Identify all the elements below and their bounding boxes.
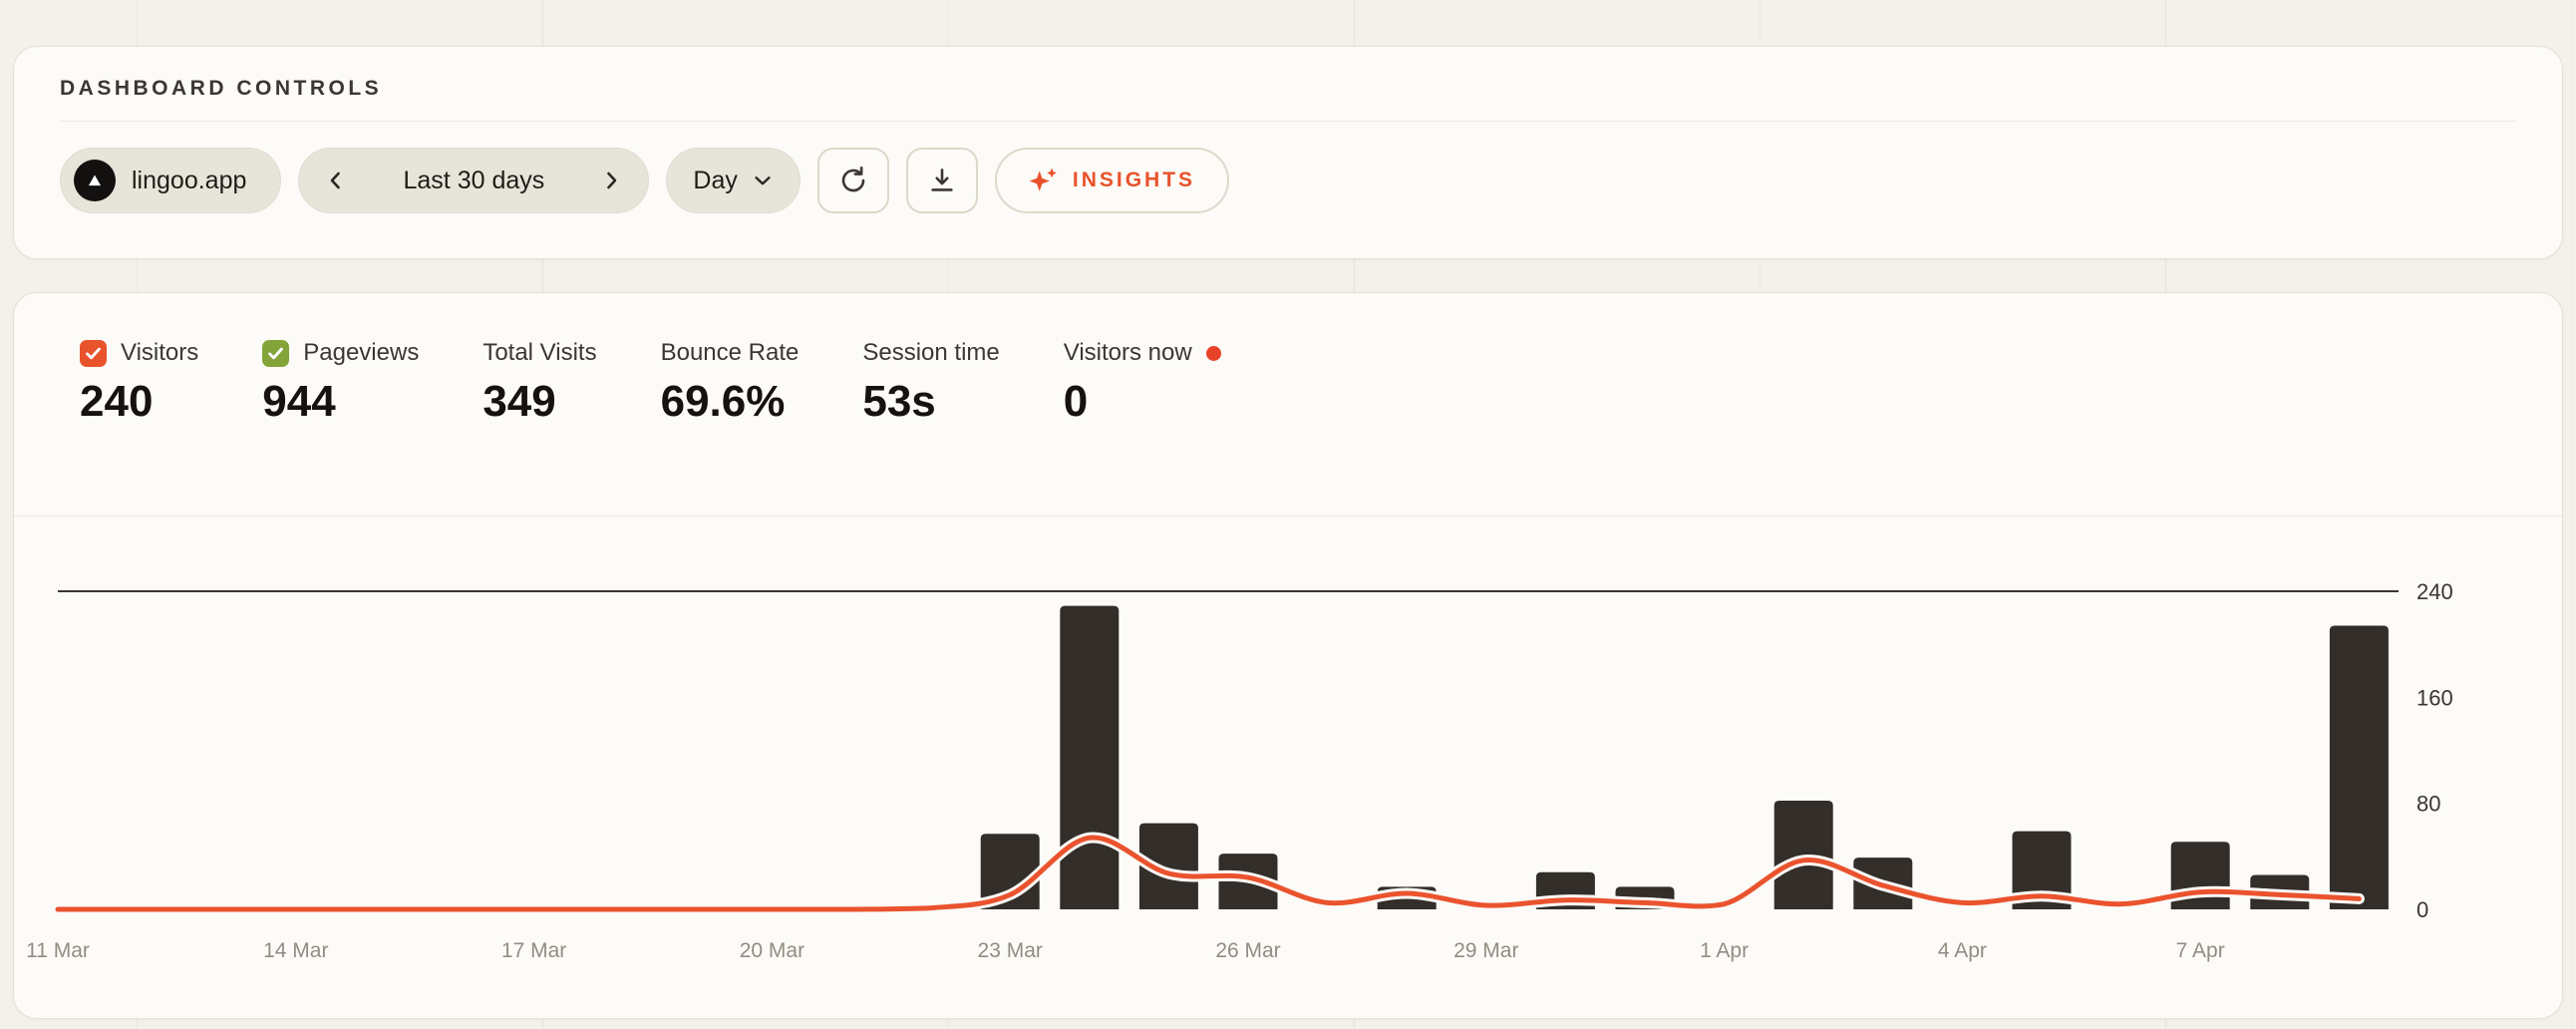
- x-axis-label: 29 Mar: [1453, 939, 1518, 962]
- live-indicator-dot: [1205, 345, 1221, 361]
- check-icon: [86, 347, 101, 359]
- x-axis-label: 1 Apr: [1700, 939, 1749, 962]
- x-axis-label: 20 Mar: [740, 939, 805, 962]
- stat-value-pageviews: 944: [262, 377, 336, 426]
- stat-label-visitors: Visitors: [121, 339, 199, 366]
- chart-bar[interactable]: [2012, 831, 2072, 909]
- sparkle-icon: [1029, 168, 1057, 191]
- site-selector-button[interactable]: lingoo.app: [60, 148, 282, 213]
- download-button[interactable]: [905, 148, 978, 213]
- download-icon: [931, 169, 953, 191]
- insights-label: INSIGHTS: [1072, 169, 1196, 191]
- stat-label-pageviews: Pageviews: [303, 339, 420, 366]
- chevron-left-icon: [331, 172, 341, 189]
- stat-label-total-visits: Total Visits: [483, 339, 597, 366]
- stat-visitors-now: Visitors now 0: [1064, 339, 1221, 427]
- site-name-label: lingoo.app: [132, 166, 247, 194]
- stat-session-time: Session time 53s: [862, 339, 999, 427]
- y-axis-label: 80: [2416, 792, 2440, 817]
- x-axis-label: 23 Mar: [978, 939, 1043, 962]
- x-axis-label: 4 Apr: [1938, 939, 1987, 962]
- stat-label-bounce-rate: Bounce Rate: [660, 339, 800, 366]
- dashboard-controls-title: DASHBOARD CONTROLS: [60, 77, 383, 100]
- stat-value-session-time: 53s: [862, 377, 936, 426]
- insights-button[interactable]: INSIGHTS: [994, 148, 1230, 213]
- y-axis-label: 0: [2416, 897, 2428, 922]
- site-logo-icon: [74, 160, 116, 201]
- dashboard-controls-card: DASHBOARD CONTROLS lingoo.app Last 30 da…: [13, 46, 2563, 259]
- controls-divider: [60, 121, 2516, 122]
- stats-row: Visitors 240 Pageviews 944 Total Visits …: [14, 293, 2562, 515]
- date-range-label: Last 30 days: [403, 166, 545, 194]
- stat-total-visits: Total Visits 349: [483, 339, 596, 427]
- previous-period-button[interactable]: [313, 148, 359, 213]
- visitors-line: [55, 835, 2362, 912]
- stat-label-visitors-now: Visitors now: [1063, 339, 1192, 366]
- traffic-chart-svg[interactable]: 240 160 80 0 11 Mar 14 Mar 17 Mar 20 Mar 23 Mar 2…: [14, 516, 2562, 1019]
- refresh-button[interactable]: [816, 148, 889, 213]
- analytics-card: Visitors 240 Pageviews 944 Total Visits …: [13, 292, 2563, 1019]
- chart-bar[interactable]: [1138, 823, 1198, 909]
- traffic-chart[interactable]: 240 160 80 0 11 Mar 14 Mar 17 Mar 20 Mar 23 Mar 2…: [14, 515, 2562, 1018]
- pageviews-checkbox[interactable]: [262, 339, 290, 367]
- stat-value-visitors: 240: [80, 377, 154, 426]
- date-range-picker: Last 30 days: [298, 148, 650, 213]
- stat-value-bounce-rate: 69.6%: [660, 377, 786, 426]
- stat-visitors: Visitors 240: [80, 339, 198, 427]
- refresh-icon: [841, 166, 865, 192]
- x-axis-label: 17 Mar: [501, 939, 566, 962]
- y-axis-label: 240: [2416, 579, 2453, 604]
- chart-bar[interactable]: [1060, 605, 1120, 909]
- chevron-right-icon: [607, 172, 617, 189]
- stat-pageviews: Pageviews 944: [262, 339, 419, 427]
- x-axis-label: 26 Mar: [1215, 939, 1280, 962]
- visitors-checkbox[interactable]: [80, 339, 107, 367]
- stat-label-session-time: Session time: [862, 339, 1000, 366]
- next-period-button[interactable]: [588, 148, 634, 213]
- chart-bar[interactable]: [2329, 625, 2389, 909]
- stat-bounce-rate: Bounce Rate 69.6%: [661, 339, 800, 427]
- x-axis-label: 14 Mar: [263, 939, 328, 962]
- stat-value-total-visits: 349: [483, 377, 556, 426]
- stat-value-visitors-now: 0: [1063, 377, 1089, 426]
- chevron-down-icon: [755, 176, 771, 185]
- controls-row: lingoo.app Last 30 days Day: [60, 148, 2516, 213]
- granularity-dropdown[interactable]: Day: [666, 148, 801, 213]
- check-icon: [268, 347, 284, 359]
- x-axis-label: 7 Apr: [2176, 939, 2225, 962]
- y-axis-label: 160: [2416, 685, 2453, 710]
- x-axis-label: 11 Mar: [26, 939, 90, 962]
- granularity-label: Day: [693, 166, 738, 194]
